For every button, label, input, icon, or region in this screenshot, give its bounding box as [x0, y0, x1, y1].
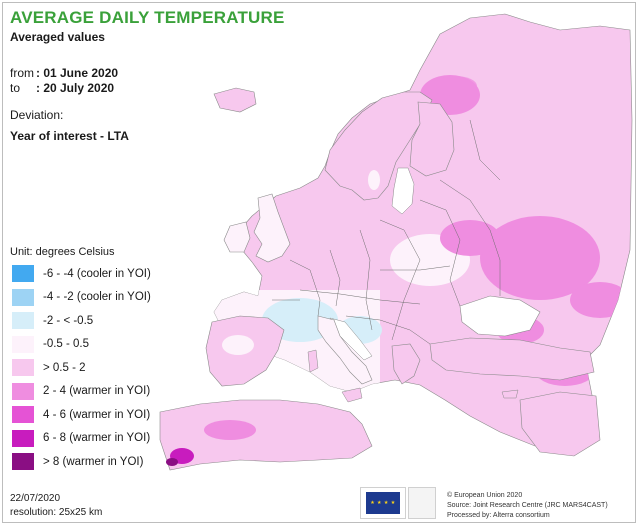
issue-date: 22/07/2020: [10, 493, 61, 504]
credit-processed: Processed by: Alterra consortium: [447, 512, 550, 519]
legend-swatch: [12, 288, 34, 306]
greece: [391, 343, 421, 385]
legend-item: -2 - < -0.5: [12, 309, 151, 333]
legend-swatch: [12, 406, 34, 424]
legend-swatch: [12, 359, 34, 377]
credit-copyright: © European Union 2020: [447, 492, 523, 499]
legend-label: -4 - -2 (cooler in YOI): [43, 291, 151, 304]
period-block: from: 01 June 2020 to : 20 July 2020: [10, 66, 118, 96]
baltic-sea: [391, 167, 415, 215]
map-frame: [2, 2, 636, 523]
credit-source: Source: Joint Research Centre (JRC MARS4…: [447, 502, 608, 509]
period-from-label: from: [10, 66, 34, 80]
credits: © European Union 2020 Source: Joint Rese…: [447, 491, 608, 521]
legend-label: 4 - 6 (warmer in YOI): [43, 408, 151, 421]
period-to-value: : 20 July 2020: [36, 81, 115, 95]
deviation-type: Year of interest - LTA: [10, 129, 129, 143]
legend-item: 4 - 6 (warmer in YOI): [12, 403, 151, 427]
legend-label: -6 - -4 (cooler in YOI): [43, 267, 151, 280]
legend-swatch: [12, 453, 34, 471]
north-africa: [159, 399, 373, 471]
legend-item: 2 - 4 (warmer in YOI): [12, 380, 151, 404]
legend-item: > 8 (warmer in YOI): [12, 450, 151, 474]
map-title: AVERAGE DAILY TEMPERATURE: [10, 8, 285, 27]
period-from-value: : 01 June 2020: [36, 66, 119, 80]
deviation-label: Deviation:: [10, 108, 64, 122]
legend-label: -2 - < -0.5: [43, 314, 94, 327]
great-britain: [253, 193, 291, 263]
period-from-row: from: 01 June 2020: [10, 66, 118, 81]
resolution: resolution: 25x25 km: [10, 507, 103, 518]
legend-label: > 0.5 - 2: [43, 361, 86, 374]
legend-label: 6 - 8 (warmer in YOI): [43, 432, 151, 445]
legend-label: 2 - 4 (warmer in YOI): [43, 385, 151, 398]
eu-flag-icon: ★ ★ ★ ★: [366, 492, 400, 514]
finland: [409, 101, 455, 177]
legend-item: -4 - -2 (cooler in YOI): [12, 286, 151, 310]
legend: -6 - -4 (cooler in YOI) -4 - -2 (cooler …: [12, 262, 151, 474]
period-to-label: to: [10, 81, 21, 95]
italy: [317, 315, 373, 385]
legend-swatch: [12, 312, 34, 330]
legend-swatch: [12, 265, 34, 283]
jrc-logo: [408, 487, 436, 519]
sicily: [341, 387, 363, 403]
turkey: [429, 337, 595, 381]
sardinia: [307, 349, 319, 373]
iceland: [213, 87, 257, 113]
period-to-row: to : 20 July 2020: [10, 81, 118, 96]
map-subtitle: Averaged values: [10, 30, 105, 44]
legend-label: > 8 (warmer in YOI): [43, 455, 144, 468]
ireland: [223, 221, 251, 253]
legend-swatch: [12, 335, 34, 353]
legend-swatch: [12, 382, 34, 400]
black-sea: [459, 295, 541, 337]
legend-item: -6 - -4 (cooler in YOI): [12, 262, 151, 286]
eu-flag-logo: ★ ★ ★ ★: [360, 487, 406, 519]
legend-item: > 0.5 - 2: [12, 356, 151, 380]
legend-item: 6 - 8 (warmer in YOI): [12, 427, 151, 451]
country-borders: [272, 119, 501, 345]
legend-item: -0.5 - 0.5: [12, 333, 151, 357]
cyprus: [501, 389, 519, 399]
middle-east: [519, 391, 601, 457]
legend-swatch: [12, 429, 34, 447]
legend-unit: Unit: degrees Celsius: [10, 246, 115, 258]
legend-label: -0.5 - 0.5: [43, 338, 90, 351]
